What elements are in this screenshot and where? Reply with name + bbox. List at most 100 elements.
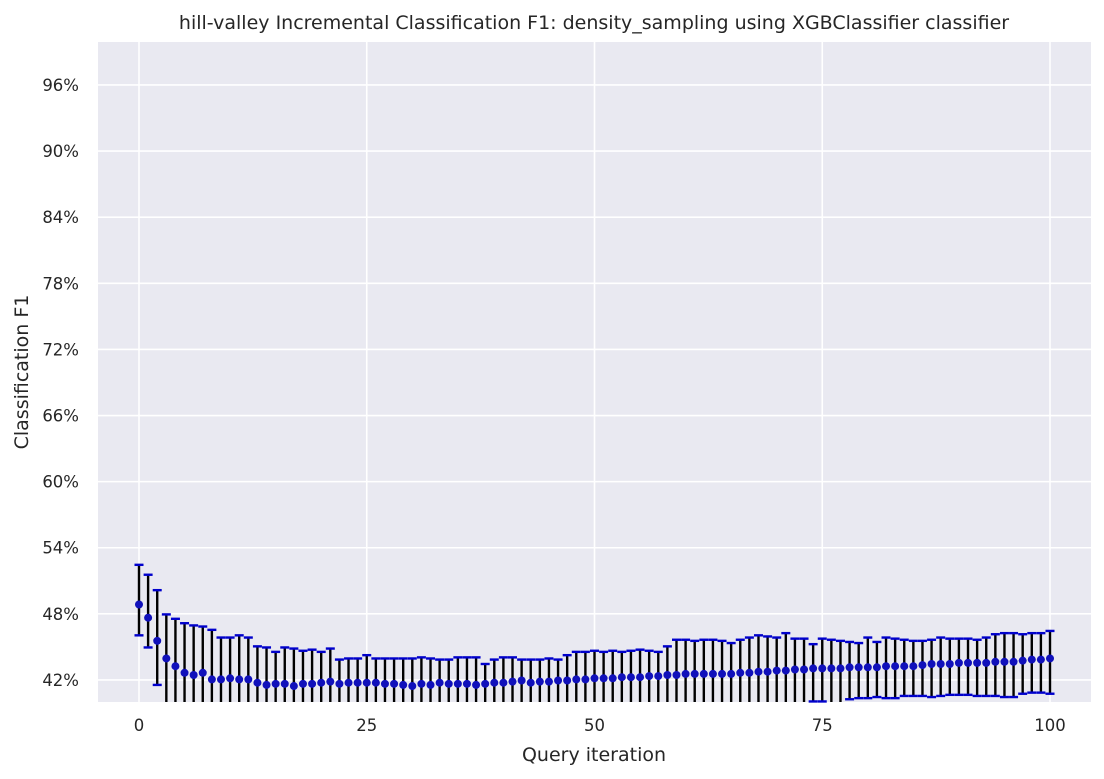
x-axis-label: Query iteration xyxy=(522,744,666,766)
data-point xyxy=(1000,657,1009,666)
data-point xyxy=(453,679,462,688)
data-point xyxy=(581,675,590,684)
y-tick-label: 42% xyxy=(42,671,79,690)
data-point xyxy=(262,680,271,689)
data-point xyxy=(153,636,162,645)
data-point xyxy=(554,676,563,685)
data-point xyxy=(973,658,982,667)
data-point xyxy=(517,676,526,685)
data-point xyxy=(763,667,772,676)
data-point xyxy=(490,678,499,687)
data-point xyxy=(882,662,891,671)
x-tick-label: 0 xyxy=(134,716,145,735)
data-point xyxy=(526,678,535,687)
data-point xyxy=(380,679,389,688)
data-point xyxy=(544,677,553,686)
data-point xyxy=(654,672,663,681)
y-tick-label: 96% xyxy=(42,76,79,95)
data-point xyxy=(335,679,344,688)
data-points xyxy=(134,600,1055,691)
data-point xyxy=(772,666,781,675)
data-point xyxy=(426,680,435,689)
data-point xyxy=(144,613,153,622)
data-point xyxy=(390,679,399,688)
data-point xyxy=(226,674,235,683)
data-point xyxy=(244,675,253,684)
data-point xyxy=(362,678,371,687)
y-tick-label: 78% xyxy=(42,274,79,293)
y-tick-label: 72% xyxy=(42,340,79,359)
data-point xyxy=(754,667,763,676)
data-point xyxy=(417,679,426,688)
data-point xyxy=(818,664,827,673)
data-point xyxy=(344,678,353,687)
data-point xyxy=(918,661,927,670)
data-point xyxy=(253,678,262,687)
data-point xyxy=(235,675,244,684)
data-point xyxy=(626,673,635,682)
x-tick-label: 100 xyxy=(1034,716,1066,735)
chart-title: hill-valley Incremental Classification F… xyxy=(179,12,1009,34)
data-point xyxy=(162,654,171,663)
data-point xyxy=(891,662,900,671)
data-point xyxy=(872,663,881,672)
data-point xyxy=(572,675,581,684)
data-point xyxy=(1036,655,1045,664)
data-point xyxy=(645,672,654,681)
data-point xyxy=(563,676,572,685)
data-point xyxy=(499,678,508,687)
data-point xyxy=(708,669,717,678)
data-point xyxy=(936,659,945,668)
data-point xyxy=(326,677,335,686)
data-point xyxy=(982,658,991,667)
data-point xyxy=(198,668,207,677)
data-point xyxy=(1009,657,1018,666)
data-point xyxy=(535,677,544,686)
y-tick-label: 84% xyxy=(42,208,79,227)
data-point xyxy=(690,669,699,678)
x-tick-label: 75 xyxy=(812,716,833,735)
data-point xyxy=(836,664,845,673)
data-point xyxy=(280,679,289,688)
data-point xyxy=(809,664,818,673)
data-point xyxy=(289,682,298,691)
data-point xyxy=(481,679,490,688)
data-point xyxy=(1027,655,1036,664)
data-point xyxy=(353,678,362,687)
data-point xyxy=(435,678,444,687)
data-point xyxy=(863,663,872,672)
data-point xyxy=(134,600,143,609)
data-point xyxy=(180,668,189,677)
data-point xyxy=(800,665,809,674)
data-point xyxy=(462,679,471,688)
data-point xyxy=(945,659,954,668)
data-point xyxy=(408,682,417,691)
data-point xyxy=(599,674,608,683)
data-point xyxy=(790,665,799,674)
data-point xyxy=(472,680,481,689)
data-point xyxy=(718,669,727,678)
data-point xyxy=(927,659,936,668)
data-point xyxy=(845,663,854,672)
data-point xyxy=(745,668,754,677)
data-point xyxy=(909,662,918,671)
data-point xyxy=(271,679,280,688)
data-point xyxy=(617,673,626,682)
data-point xyxy=(317,678,326,687)
data-point xyxy=(954,658,963,667)
data-point xyxy=(827,664,836,673)
y-tick-label: 90% xyxy=(42,142,79,161)
y-tick-labels: 42% 48% 54% 60% 66% 72% 78% 84% 90% 96% xyxy=(42,76,79,690)
data-point xyxy=(308,679,317,688)
data-point xyxy=(681,669,690,678)
data-point xyxy=(663,671,672,680)
data-point xyxy=(636,673,645,682)
data-point xyxy=(964,658,973,667)
data-point xyxy=(900,662,909,671)
data-point xyxy=(727,669,736,678)
gridlines xyxy=(98,42,1091,702)
data-point xyxy=(608,674,617,683)
data-point xyxy=(699,669,708,678)
data-point xyxy=(590,674,599,683)
